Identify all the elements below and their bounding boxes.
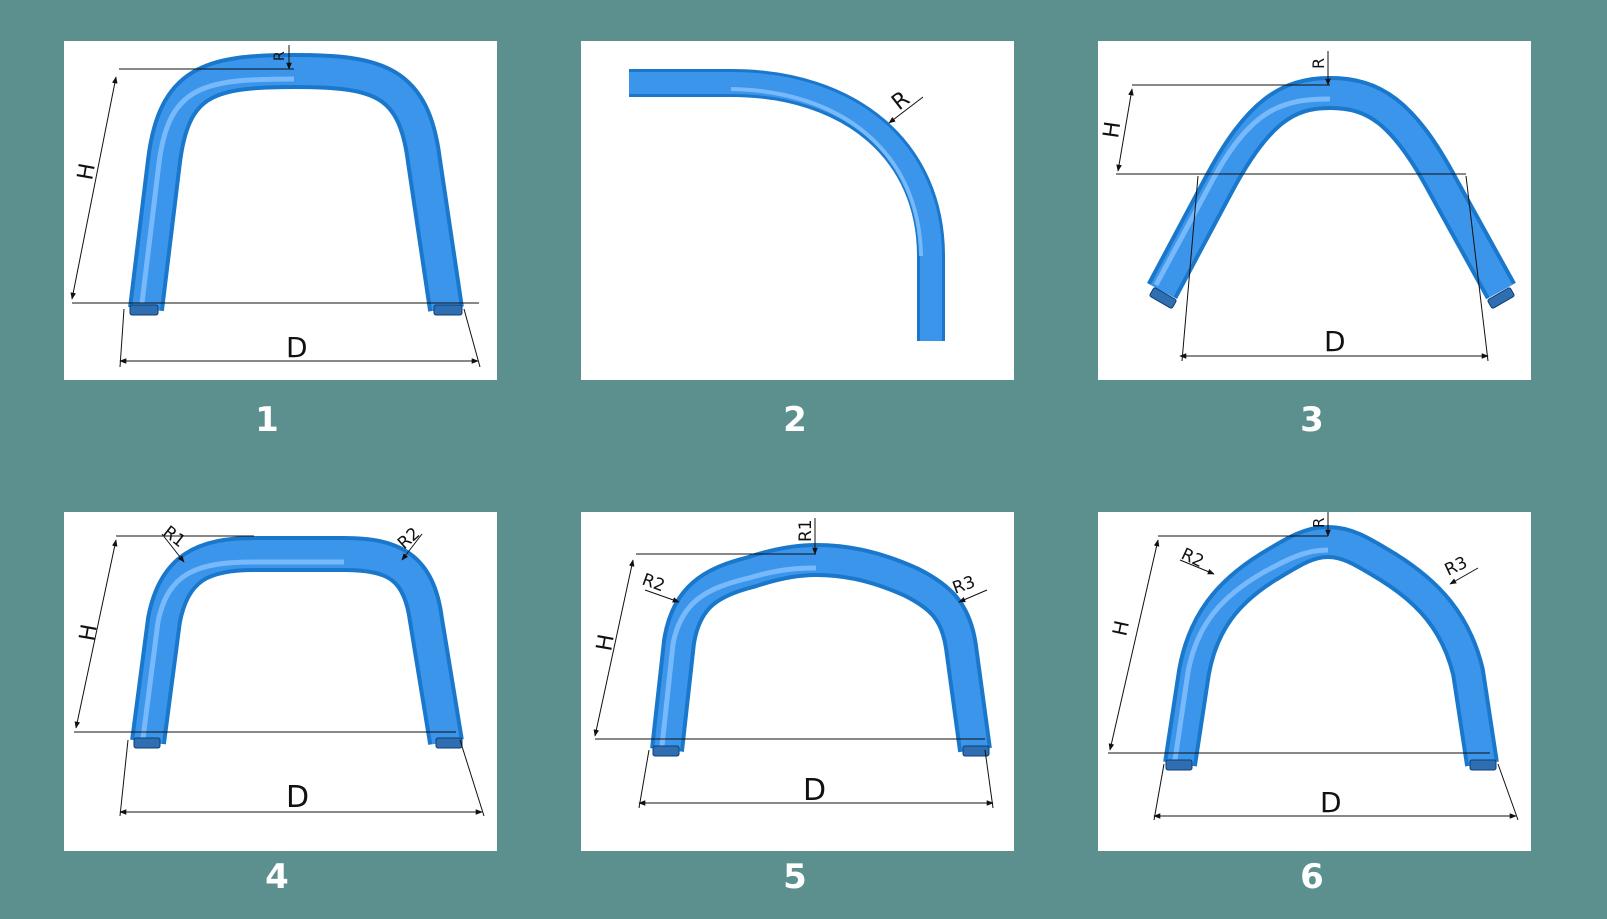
panel-number-1: 1	[255, 400, 279, 440]
h-label: H	[592, 632, 619, 653]
r-label: R	[887, 87, 914, 116]
h-label: H	[1107, 618, 1134, 638]
flat-top-bend-diagram: R1 R2 H D	[74, 522, 485, 817]
d-label: D	[286, 780, 309, 815]
bent-tube	[128, 53, 464, 316]
diagram-panel-3: R H D	[1098, 41, 1531, 380]
r-label: R	[1310, 518, 1328, 528]
arch-bend-diagram: R H D	[1099, 51, 1516, 362]
diagram-panel-5: R1 R2 R3 H D	[581, 512, 1014, 851]
dimension-lines	[70, 45, 481, 368]
panel-number-2: 2	[783, 400, 807, 440]
panel-number-5: 5	[783, 857, 807, 897]
ninety-degree-bend-diagram: R	[629, 69, 945, 341]
r1-label: R1	[159, 522, 189, 552]
d-label: D	[803, 773, 826, 808]
dimension-lines	[593, 518, 994, 809]
r1-label: R1	[796, 519, 816, 542]
r2-label: R2	[1178, 544, 1207, 572]
bent-tube	[629, 69, 945, 341]
h-label: H	[73, 161, 100, 182]
three-radius-bend-diagram: R1 R2 R3 H D	[592, 518, 994, 809]
panel-number-6: 6	[1300, 857, 1324, 897]
diagram-panel-4: R1 R2 H D	[64, 512, 497, 851]
dimension-lines	[888, 96, 924, 124]
bent-tube	[650, 543, 992, 757]
u-bend-diagram: R H D	[70, 45, 481, 368]
h-label: H	[75, 622, 102, 643]
dimension-lines	[74, 533, 485, 817]
r3-label: R3	[1442, 553, 1471, 581]
dimension-lines	[1116, 51, 1489, 362]
bent-tube	[1147, 76, 1516, 309]
bent-tube	[1163, 525, 1499, 771]
diagram-panel-1: R H D	[64, 41, 497, 380]
bent-tube	[130, 536, 464, 749]
d-label: D	[286, 331, 308, 364]
pointed-arch-bend-diagram: R R2 R3 H D	[1107, 512, 1519, 821]
d-label: D	[1320, 786, 1342, 819]
h-label: H	[1099, 120, 1126, 140]
d-label: D	[1324, 325, 1346, 358]
dimension-lines	[1108, 512, 1519, 821]
diagram-panel-6: R R2 R3 H D	[1098, 512, 1531, 851]
r-label: R	[1309, 58, 1328, 69]
r-label: R	[272, 51, 288, 61]
panel-number-3: 3	[1300, 400, 1324, 440]
diagram-panel-2: R	[581, 41, 1014, 380]
panel-number-4: 4	[265, 857, 289, 897]
r2-label: R2	[639, 570, 667, 597]
